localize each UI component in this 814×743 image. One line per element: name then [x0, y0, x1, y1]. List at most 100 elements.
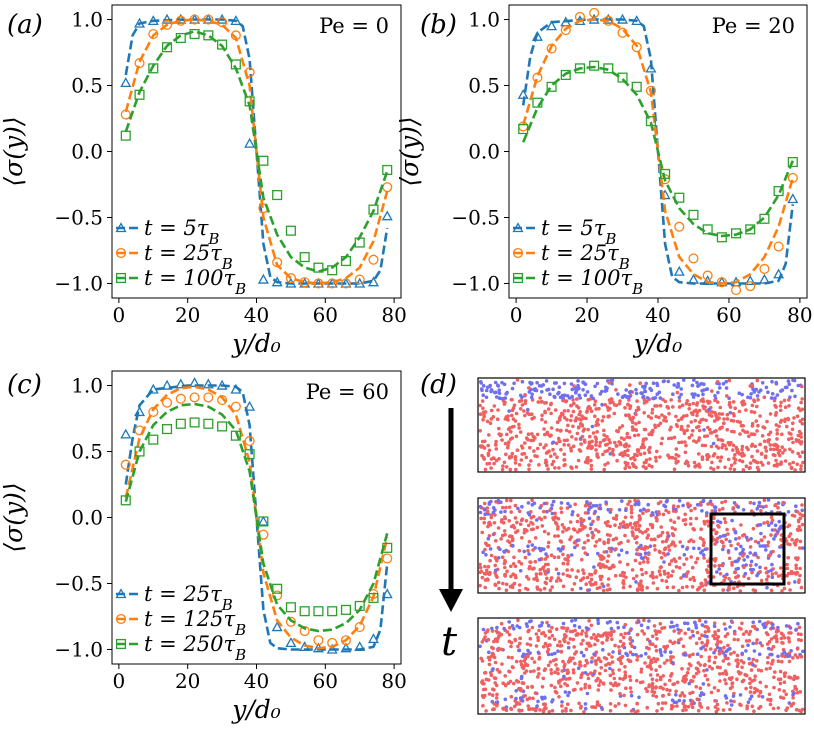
particle — [638, 452, 643, 457]
data-point — [161, 397, 173, 408]
data-point — [203, 30, 214, 41]
particle — [659, 556, 664, 560]
particle — [636, 654, 640, 659]
data-point — [299, 606, 310, 617]
particle — [594, 448, 598, 452]
particle — [758, 689, 763, 694]
particle — [610, 668, 615, 673]
particle — [739, 544, 743, 549]
particle — [683, 621, 687, 625]
particle — [705, 434, 710, 438]
data-point — [631, 81, 642, 92]
data-point — [216, 379, 228, 390]
particle — [791, 656, 795, 660]
particle — [797, 524, 801, 529]
particle — [520, 395, 524, 400]
particle — [794, 504, 798, 509]
particle — [523, 393, 527, 397]
particle — [516, 680, 521, 684]
particle — [720, 438, 725, 443]
particle — [773, 534, 778, 538]
snapshot-panel: (d) t — [420, 370, 806, 715]
particle — [606, 538, 611, 542]
particle — [749, 668, 754, 672]
data-point — [773, 241, 784, 252]
particle — [571, 637, 575, 642]
particle — [664, 579, 669, 583]
particle — [576, 666, 581, 670]
particle — [731, 400, 736, 404]
particle — [686, 627, 691, 631]
particle — [569, 414, 574, 418]
particle — [537, 384, 542, 388]
particle — [595, 420, 599, 424]
particle — [598, 440, 603, 445]
particle — [783, 671, 788, 675]
series-fit-line — [124, 18, 389, 285]
particle — [753, 539, 758, 544]
particle — [562, 398, 566, 403]
particle — [504, 705, 509, 709]
particle — [574, 575, 579, 579]
particle — [674, 461, 679, 465]
particle — [523, 399, 528, 403]
particle — [547, 710, 551, 714]
particle — [489, 553, 494, 558]
particle — [632, 463, 636, 467]
particle — [713, 630, 717, 634]
particle — [552, 394, 556, 399]
particle — [694, 666, 699, 671]
particle — [633, 710, 638, 714]
particle — [772, 447, 776, 452]
particle — [534, 644, 539, 648]
particle — [675, 680, 680, 685]
particle — [656, 701, 661, 706]
particle — [595, 638, 600, 643]
particle — [776, 574, 781, 578]
particle — [591, 535, 595, 540]
particle — [644, 458, 649, 462]
data-point — [702, 224, 713, 235]
particle — [602, 433, 606, 437]
particle — [650, 684, 655, 688]
data-point — [230, 15, 242, 26]
particle — [633, 558, 638, 563]
data-point — [244, 96, 255, 107]
particle — [683, 631, 687, 636]
particle — [755, 465, 760, 470]
particle — [497, 388, 502, 393]
particle — [496, 580, 501, 585]
particle — [605, 621, 610, 625]
particle — [637, 620, 641, 624]
particle — [578, 396, 582, 400]
particle — [531, 522, 535, 526]
particle — [759, 451, 764, 456]
data-point — [217, 394, 228, 406]
particle — [731, 443, 736, 448]
particle — [799, 632, 803, 637]
particle — [709, 466, 713, 470]
particle — [539, 572, 543, 576]
data-point — [603, 15, 614, 26]
particle — [548, 392, 552, 397]
particle — [608, 524, 612, 529]
particle — [715, 642, 719, 646]
particle — [534, 632, 539, 636]
particle — [701, 543, 706, 547]
particle — [781, 500, 785, 505]
particle — [662, 625, 667, 630]
particle — [770, 518, 775, 523]
particle — [528, 643, 533, 647]
legend-marker — [512, 272, 524, 284]
particle — [529, 527, 534, 532]
particle — [559, 428, 563, 433]
particle — [801, 460, 805, 465]
particle — [555, 428, 559, 432]
particle — [758, 388, 763, 393]
particle — [799, 585, 804, 590]
particle — [578, 449, 583, 453]
particle — [723, 694, 728, 698]
particle — [796, 383, 801, 388]
particle — [718, 520, 723, 525]
particle — [595, 586, 600, 591]
